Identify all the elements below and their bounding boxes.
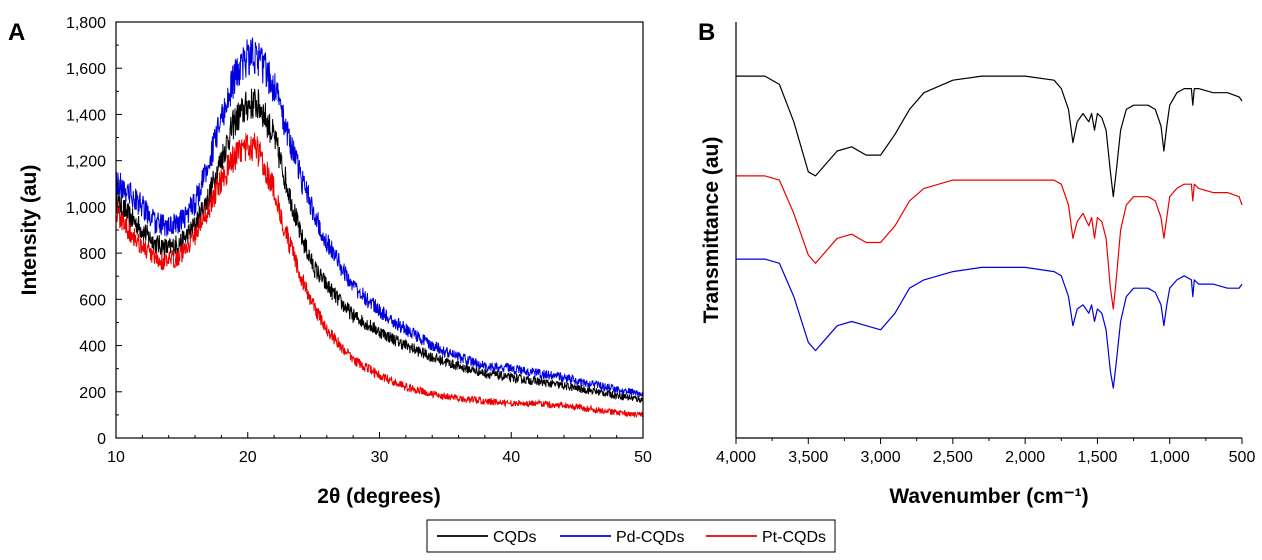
panel-a-y-axis-title: Intensity (au) xyxy=(18,165,41,296)
panel-b-x-axis-title: Wavenumber (cm⁻¹) xyxy=(889,485,1088,508)
panel-b-x-tick-label: 500 xyxy=(1229,449,1256,466)
panel-a-series-pt-cqds xyxy=(115,132,644,419)
panel-a-x-tick-label: 50 xyxy=(634,449,652,466)
panel-b-x-tick-label: 3,000 xyxy=(861,449,901,466)
panel-a-y-tick-label: 1,600 xyxy=(66,61,106,78)
panel-b-series xyxy=(736,75,1243,389)
panel-a-x-tick-label: 10 xyxy=(107,449,125,466)
panel-a-x-tick-label: 30 xyxy=(371,449,389,466)
panel-a-series xyxy=(115,37,644,419)
panel-b-series-cqds xyxy=(736,75,1243,198)
panel-a-x-tick-label: 40 xyxy=(502,449,520,466)
panel-a-x-ticks: 10 20 30 40 50 xyxy=(107,432,652,466)
panel-a-y-tick-label: 1,800 xyxy=(66,15,106,32)
panel-b-x-tick-label: 2,000 xyxy=(1005,449,1045,466)
panel-a-y-tick-label: 1,000 xyxy=(66,200,106,217)
panel-a-y-tick-label: 800 xyxy=(79,246,106,263)
panel-b-y-axis-title: Transmittance (au) xyxy=(700,137,723,324)
panel-a: A 10 20 30 40 50 0 200 400 600 800 1,000 1,200 1,40… xyxy=(8,15,652,508)
panel-b-label: B xyxy=(698,19,715,46)
panel-b-series-pd-cqds xyxy=(736,258,1243,389)
panel-a-series-pd-cqds xyxy=(115,37,644,398)
legend-label-cqds: CQDs xyxy=(493,529,537,546)
panel-a-y-tick-label: 1,400 xyxy=(66,107,106,124)
panel-b-x-tick-label: 2,500 xyxy=(933,449,973,466)
panel-a-series-cqds xyxy=(115,88,644,404)
panel-b-series-pt-cqds xyxy=(736,175,1243,310)
panel-a-y-tick-label: 0 xyxy=(97,431,106,448)
panel-a-y-ticks: 0 200 400 600 800 1,000 1,200 1,400 1,600 1,800 xyxy=(66,15,122,448)
legend-box xyxy=(426,519,836,553)
legend: CQDs Pd-CQDs Pt-CQDs xyxy=(426,519,836,553)
panel-a-y-tick-label: 400 xyxy=(79,339,106,356)
panel-b-x-tick-label: 1,500 xyxy=(1077,449,1117,466)
panel-b: B 4,000 3,500 3,000 2,500 2,000 1,500 1,000 500… xyxy=(698,19,1255,508)
panel-a-x-axis-title: 2θ (degrees) xyxy=(317,485,440,508)
panel-b-x-tick-label: 4,000 xyxy=(716,449,756,466)
panel-a-y-tick-label: 200 xyxy=(79,385,106,402)
panel-a-x-tick-label: 20 xyxy=(239,449,257,466)
panel-a-y-tick-label: 600 xyxy=(79,292,106,309)
panel-b-x-tick-label: 3,500 xyxy=(788,449,828,466)
panel-a-label: A xyxy=(8,19,25,46)
panel-b-x-tick-label: 1,000 xyxy=(1150,449,1190,466)
panel-a-y-tick-label: 1,200 xyxy=(66,154,106,171)
legend-label-pd-cqds: Pd-CQDs xyxy=(616,529,684,546)
legend-label-pt-cqds: Pt-CQDs xyxy=(762,529,826,546)
panel-b-x-ticks: 4,000 3,500 3,000 2,500 2,000 1,500 1,000 500 xyxy=(716,438,1255,466)
